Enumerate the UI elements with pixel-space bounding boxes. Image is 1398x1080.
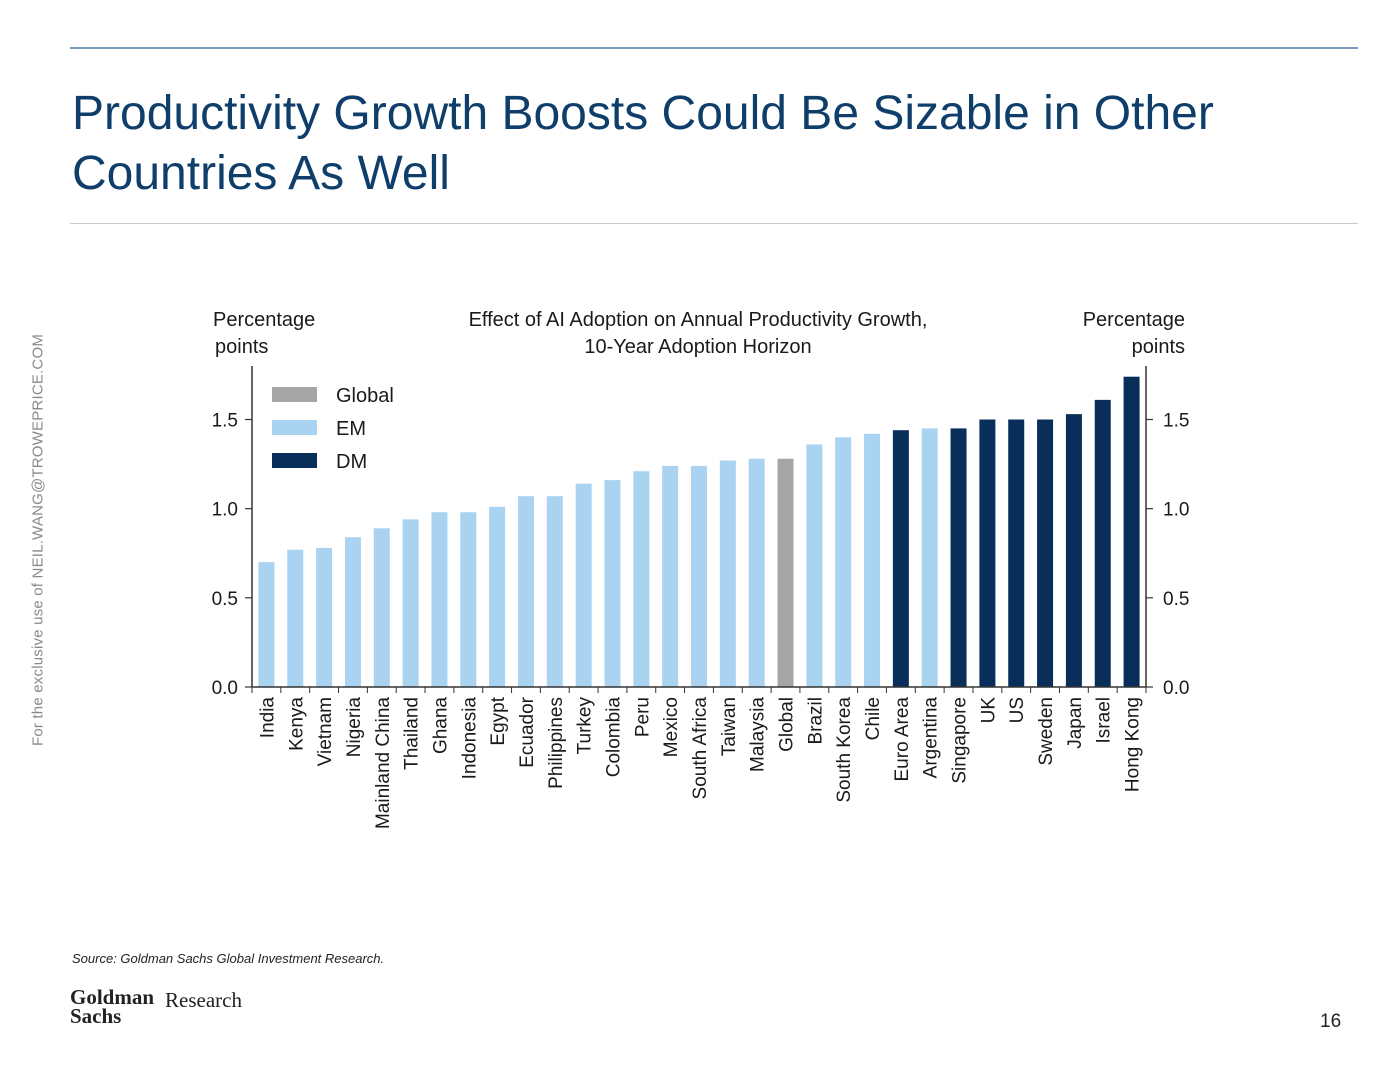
x-label-0: India: [257, 697, 278, 739]
bar-25: [979, 419, 996, 687]
bar-10: [546, 496, 563, 687]
bar-13: [633, 471, 650, 687]
bar-1: [287, 549, 304, 687]
logo-wordmark: Goldman Sachs: [70, 985, 155, 1028]
x-label-6: Ghana: [430, 697, 451, 754]
x-label-5: Thailand: [402, 697, 423, 770]
x-label-24: Singapore: [950, 697, 971, 784]
x-label-21: Chile: [863, 697, 884, 740]
right-axis-title-line2: points: [1132, 336, 1185, 358]
bar-2: [316, 547, 333, 687]
left-axis-title-line2: points: [215, 336, 268, 358]
x-label-11: Turkey: [575, 697, 596, 755]
legend-label-dm: DM: [336, 451, 367, 473]
bar-28: [1065, 414, 1082, 687]
x-label-8: Egypt: [488, 696, 509, 745]
legend-label-global: Global: [336, 385, 394, 407]
x-label-17: Malaysia: [748, 697, 769, 772]
left-y-tick-label-1: 0.5: [212, 589, 238, 610]
left-y-tick-label-2: 1.0: [212, 500, 238, 521]
bar-14: [662, 465, 679, 687]
x-axis-labels: India Kenya Vietnam Nigeria Mainland China Th…: [257, 696, 1143, 829]
x-label-26: US: [1007, 697, 1028, 723]
x-label-2: Vietnam: [315, 697, 336, 766]
right-axis-title-line1: Percentage: [1083, 309, 1185, 331]
bar-9: [517, 496, 534, 687]
legend-label-em: EM: [336, 418, 366, 440]
x-label-10: Philippines: [546, 697, 567, 789]
bar-11: [575, 483, 592, 687]
bar-3: [344, 537, 361, 687]
legend-swatch-global: [272, 387, 317, 402]
bar-7: [460, 512, 477, 687]
bar-4: [373, 528, 390, 687]
legend-swatch-em: [272, 420, 317, 435]
legend: Global EM DM: [272, 385, 394, 473]
bar-16: [719, 460, 736, 687]
bar-19: [806, 444, 823, 687]
bar-29: [1094, 399, 1111, 687]
x-label-12: Colombia: [603, 697, 624, 778]
x-label-9: Ecuador: [517, 696, 538, 767]
chart-subtitle: 10-Year Adoption Horizon: [584, 336, 811, 358]
chart-title: Effect of AI Adoption on Annual Producti…: [469, 309, 928, 331]
bar-0: [258, 562, 275, 687]
bar-26: [1008, 419, 1025, 687]
left-axis-title-line1: Percentage: [213, 309, 315, 331]
bar-21: [864, 433, 881, 687]
goldman-sachs-logo: Goldman Sachs Research: [70, 985, 290, 1038]
right-y-tick-label-0: 0.0: [1163, 678, 1189, 699]
top-rule: [70, 47, 1358, 49]
right-y-tick-label-1: 0.5: [1163, 589, 1189, 610]
x-label-20: South Korea: [834, 697, 855, 803]
bar-18: [777, 458, 794, 687]
x-label-23: Argentina: [921, 697, 942, 779]
bar-22: [892, 430, 909, 687]
source-note: Source: Goldman Sachs Global Investment …: [72, 951, 385, 966]
x-label-1: Kenya: [286, 697, 307, 751]
bar-series: [258, 376, 1140, 687]
bar-12: [604, 480, 621, 687]
bar-15: [691, 465, 707, 687]
bar-24: [950, 428, 967, 687]
legend-swatch-dm: [272, 453, 317, 468]
bar-20: [835, 437, 852, 687]
productivity-bar-chart: Percentage points Effect of AI Adoption …: [212, 309, 1190, 829]
x-label-30: Hong Kong: [1123, 697, 1144, 792]
x-label-29: Israel: [1094, 697, 1115, 743]
x-label-28: Japan: [1065, 697, 1086, 749]
x-label-27: Sweden: [1036, 697, 1057, 766]
x-label-3: Nigeria: [344, 697, 365, 758]
bar-27: [1037, 419, 1054, 687]
x-label-22: Euro Area: [892, 697, 913, 782]
bar-5: [402, 519, 419, 687]
x-label-25: UK: [978, 697, 999, 724]
axes: 0.0 0.0 0.5 0.5 1.0 1.0 1.5 1.5: [212, 366, 1189, 699]
right-y-tick-label-3: 1.5: [1163, 411, 1189, 432]
bar-8: [489, 506, 506, 687]
left-y-tick-label-0: 0.0: [212, 678, 238, 699]
x-label-18: Global: [777, 697, 798, 752]
x-label-14: Mexico: [661, 697, 682, 757]
x-label-19: Brazil: [805, 697, 826, 745]
bar-23: [921, 428, 938, 687]
left-y-tick-label-3: 1.5: [212, 411, 238, 432]
logo-research-label: Research: [165, 988, 242, 1012]
bar-17: [748, 458, 765, 687]
slide-title: Productivity Growth Boosts Could Be Siza…: [72, 87, 1214, 200]
x-label-7: Indonesia: [459, 697, 480, 780]
x-label-15: South Africa: [690, 697, 711, 800]
title-divider: [70, 223, 1358, 224]
right-y-tick-label-2: 1.0: [1163, 500, 1189, 521]
page-number: 16: [1320, 1011, 1342, 1032]
x-label-13: Peru: [632, 697, 653, 737]
bar-6: [431, 512, 448, 687]
x-label-16: Taiwan: [719, 697, 740, 756]
bar-30: [1123, 376, 1140, 687]
x-label-4: Mainland China: [373, 697, 394, 829]
